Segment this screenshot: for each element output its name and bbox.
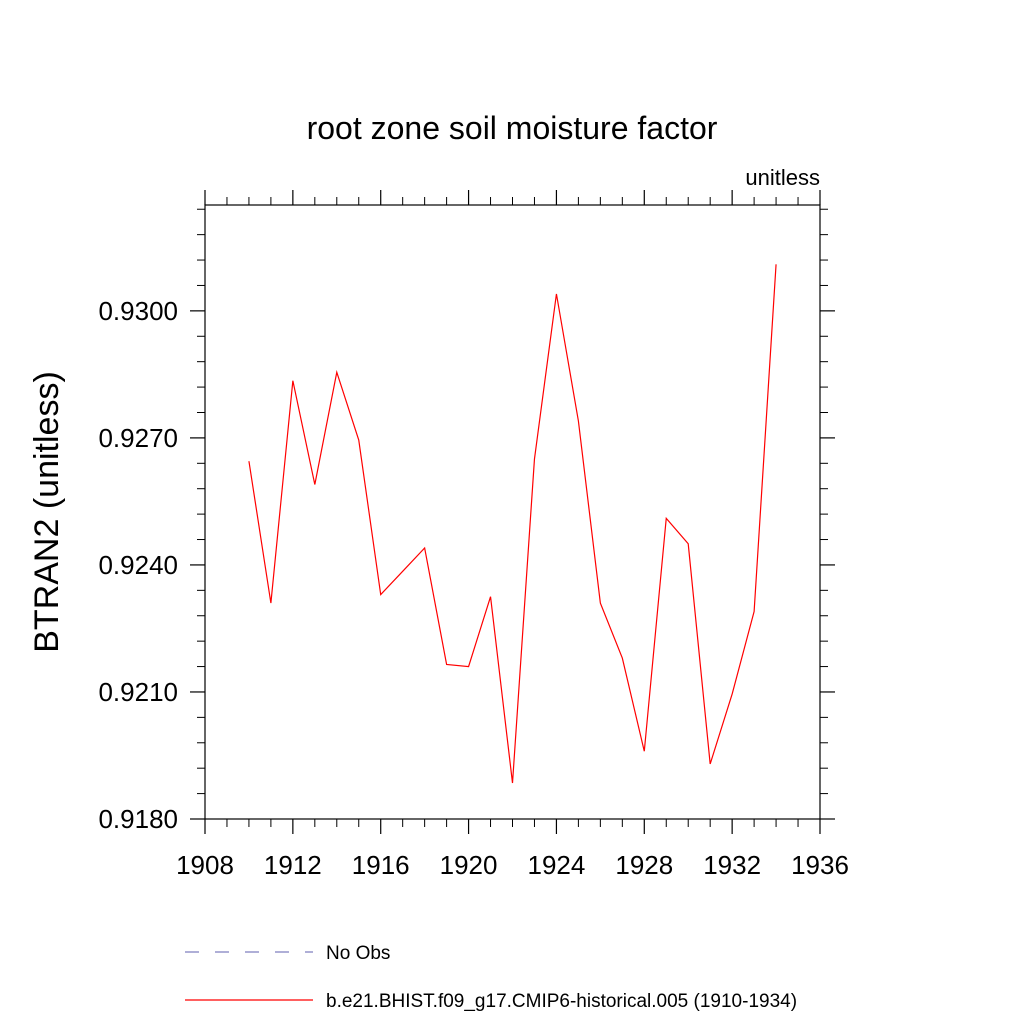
series-line bbox=[248, 264, 777, 784]
x-tick-label: 1928 bbox=[615, 850, 673, 880]
y-tick-label: 0.9210 bbox=[98, 677, 178, 707]
y-axis-label: BTRAN2 (unitless) bbox=[28, 371, 66, 653]
y-tick-label: 0.9180 bbox=[98, 804, 178, 834]
x-tick-label: 1936 bbox=[791, 850, 849, 880]
chart-title: root zone soil moisture factor bbox=[307, 110, 718, 146]
x-tick-label: 1920 bbox=[440, 850, 498, 880]
series-layer bbox=[248, 264, 777, 784]
legend-label: b.e21.BHIST.f09_g17.CMIP6-historical.005… bbox=[326, 991, 797, 1012]
x-tick-label: 1908 bbox=[176, 850, 234, 880]
plot-frame bbox=[204, 204, 821, 820]
y-tick-label: 0.9240 bbox=[98, 550, 178, 580]
units-label: unitless bbox=[745, 165, 820, 190]
y-tick-label: 0.9270 bbox=[98, 423, 178, 453]
axes: 1908 1912 1916 1920 1924 1928 1932 1936 0.9180 0.… bbox=[98, 190, 849, 880]
y-tick-label: 0.9300 bbox=[98, 296, 178, 326]
x-tick-label: 1932 bbox=[703, 850, 761, 880]
legend-label: No Obs bbox=[326, 943, 390, 964]
x-tick-label: 1912 bbox=[264, 850, 322, 880]
x-tick-label: 1916 bbox=[352, 850, 410, 880]
legend: No Obs b.e21.BHIST.f09_g17.CMIP6-historic… bbox=[185, 943, 797, 1012]
x-tick-label: 1924 bbox=[528, 850, 586, 880]
